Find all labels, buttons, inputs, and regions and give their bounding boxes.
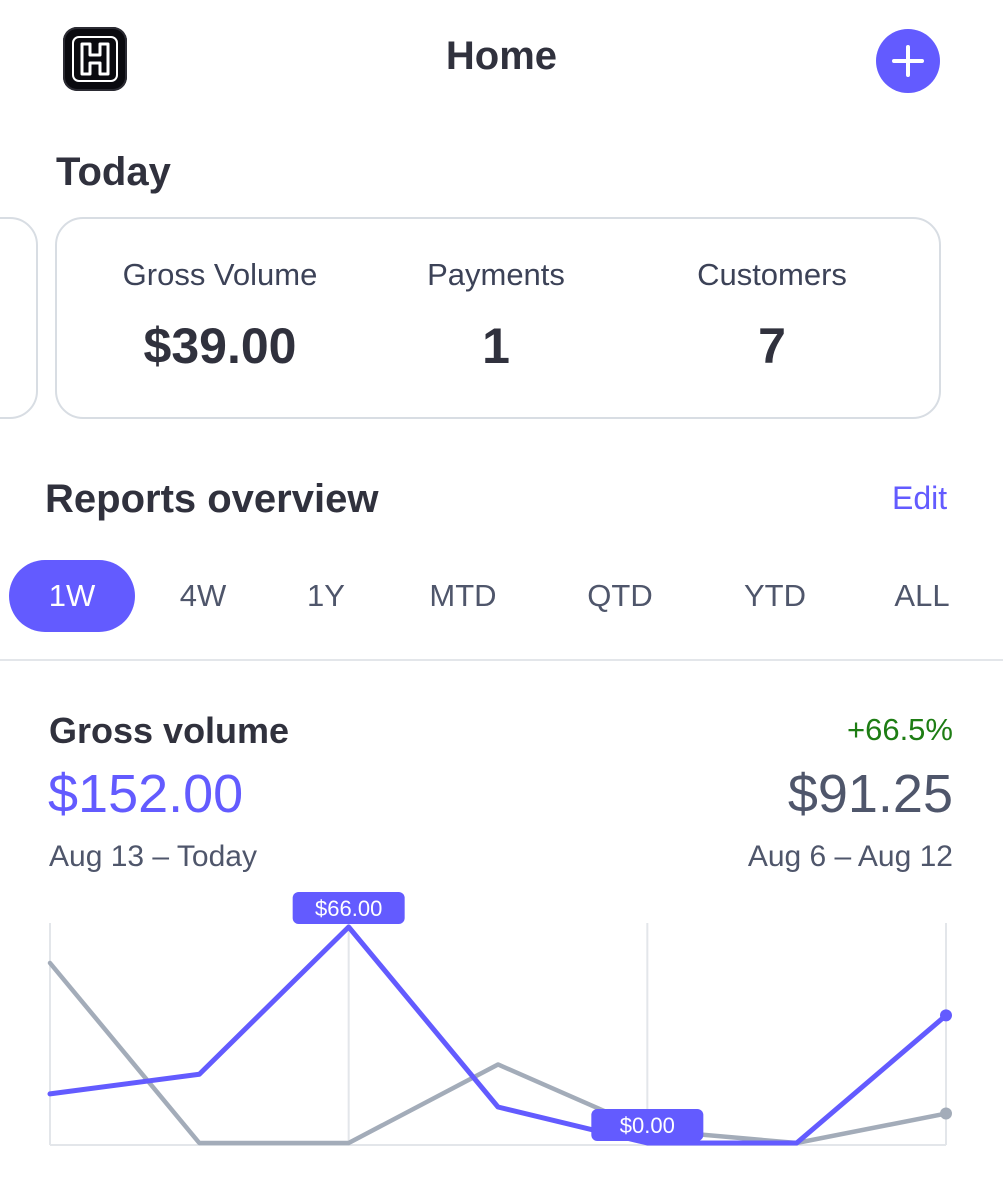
h-logo-icon bbox=[72, 36, 118, 82]
add-button[interactable] bbox=[876, 29, 940, 93]
tab-all[interactable]: ALL bbox=[894, 578, 950, 613]
stat-label: Customers bbox=[697, 257, 847, 292]
stat-gross-volume: Gross Volume $39.00 bbox=[70, 257, 370, 375]
previous-card[interactable] bbox=[0, 217, 38, 419]
chart-data-label-bg bbox=[292, 892, 405, 924]
tab-1w[interactable]: 1W bbox=[9, 560, 135, 632]
chart-data-label-text: $66.00 bbox=[315, 896, 382, 921]
stat-value: 7 bbox=[758, 318, 786, 374]
reports-heading: Reports overview bbox=[45, 477, 379, 521]
chart-data-label: $0.00 bbox=[591, 1109, 704, 1141]
chart-data-label: $66.00 bbox=[292, 892, 405, 924]
previous-range: Aug 6 – Aug 12 bbox=[747, 840, 953, 873]
section-divider bbox=[0, 659, 1003, 661]
stat-value: 1 bbox=[482, 318, 510, 374]
series-0-line bbox=[47, 924, 949, 1146]
current-value: $152.00 bbox=[48, 764, 244, 824]
current-range: Aug 13 – Today bbox=[49, 840, 257, 873]
stat-payments: Payments 1 bbox=[346, 257, 646, 375]
percent-change: +66.5% bbox=[846, 712, 953, 747]
chart-data-label-text: $0.00 bbox=[620, 1113, 675, 1138]
stat-label: Payments bbox=[427, 257, 565, 292]
page-title: Home bbox=[445, 34, 558, 78]
edit-button[interactable]: Edit bbox=[892, 480, 948, 516]
tab-4w[interactable]: 4W bbox=[179, 578, 227, 613]
tab-mtd[interactable]: MTD bbox=[429, 578, 497, 613]
stat-value: $39.00 bbox=[143, 318, 297, 374]
today-heading: Today bbox=[56, 150, 171, 194]
series-0-point bbox=[940, 1009, 952, 1022]
gross-volume-chart[interactable]: $66.00 $0.00 bbox=[0, 880, 1003, 1180]
app-logo[interactable] bbox=[63, 27, 127, 91]
stat-label: Gross Volume bbox=[122, 257, 318, 292]
tab-qtd[interactable]: QTD bbox=[587, 578, 653, 613]
gross-volume-title: Gross volume bbox=[49, 710, 290, 751]
chart-data-label-bg bbox=[591, 1109, 704, 1141]
previous-value: $91.25 bbox=[787, 764, 953, 824]
stat-customers: Customers 7 bbox=[622, 257, 922, 375]
plus-icon bbox=[892, 45, 924, 77]
today-stats-card[interactable] bbox=[55, 217, 941, 419]
tab-ytd[interactable]: YTD bbox=[744, 578, 806, 613]
series-1-line bbox=[47, 960, 949, 1146]
series-1-point bbox=[940, 1107, 952, 1120]
tab-1y[interactable]: 1Y bbox=[307, 578, 345, 613]
